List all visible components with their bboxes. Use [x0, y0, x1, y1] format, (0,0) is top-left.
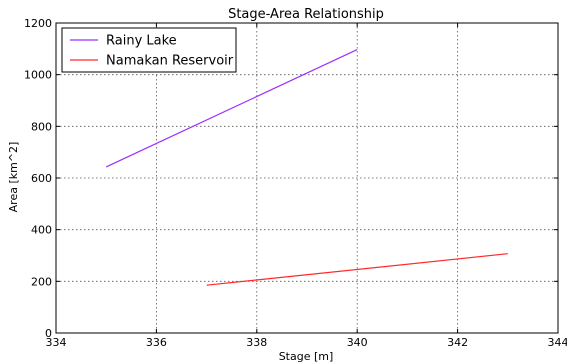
x-tick-label: 340 — [347, 336, 368, 349]
series-lines — [105, 49, 508, 286]
x-tick-label: 334 — [46, 336, 67, 349]
chart-title: Stage-Area Relationship — [228, 7, 384, 22]
x-tick-label: 342 — [447, 336, 468, 349]
legend-box — [61, 27, 237, 73]
legend: Rainy Lake Namakan Reservoir — [61, 27, 237, 73]
x-tick-label: 336 — [146, 336, 167, 349]
y-tick-label: 0 — [45, 327, 52, 340]
y-axis-ticks: 0 200 400 600 800 1000 1200 — [24, 17, 558, 340]
series-line-0 — [105, 49, 358, 168]
x-tick-label: 344 — [548, 336, 567, 349]
x-axis-label: Stage [m] — [279, 350, 334, 363]
x-axis-ticks: 334 336 338 340 342 344 — [46, 23, 567, 349]
y-tick-label: 600 — [31, 172, 52, 185]
y-tick-label: 1000 — [24, 69, 52, 82]
x-tick-label: 338 — [246, 336, 267, 349]
y-tick-label: 400 — [31, 224, 52, 237]
y-tick-label: 800 — [31, 120, 52, 133]
legend-label: Namakan Reservoir — [106, 54, 234, 69]
y-tick-label: 1200 — [24, 17, 52, 30]
series-line-1 — [206, 253, 508, 286]
y-axis-label: Area [km^2] — [7, 142, 20, 213]
legend-label: Rainy Lake — [106, 34, 177, 49]
y-tick-label: 200 — [31, 275, 52, 288]
